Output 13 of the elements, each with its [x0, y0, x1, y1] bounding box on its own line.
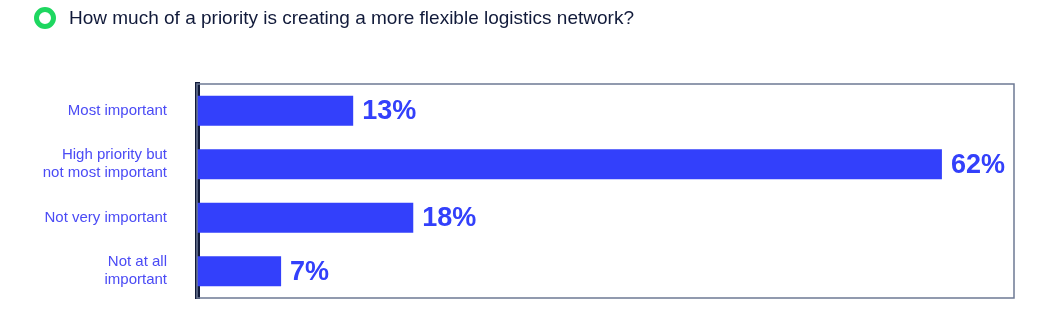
bar — [197, 149, 942, 180]
y-tick-label: Not at all important — [104, 252, 168, 288]
bar — [197, 95, 354, 126]
y-tick-label: Most important — [67, 100, 168, 118]
data-label: 18% — [422, 202, 477, 233]
chart-title: How much of a priority is creating a more flexible logistics network? — [69, 7, 634, 29]
data-label: 13% — [362, 95, 417, 126]
data-label: 7% — [290, 255, 330, 286]
bar — [197, 202, 414, 233]
data-label: 62% — [950, 148, 1005, 179]
bar — [197, 256, 282, 287]
y-tick-label: High priority but not most important — [42, 145, 168, 181]
y-tick-label: Not very important — [44, 207, 168, 225]
